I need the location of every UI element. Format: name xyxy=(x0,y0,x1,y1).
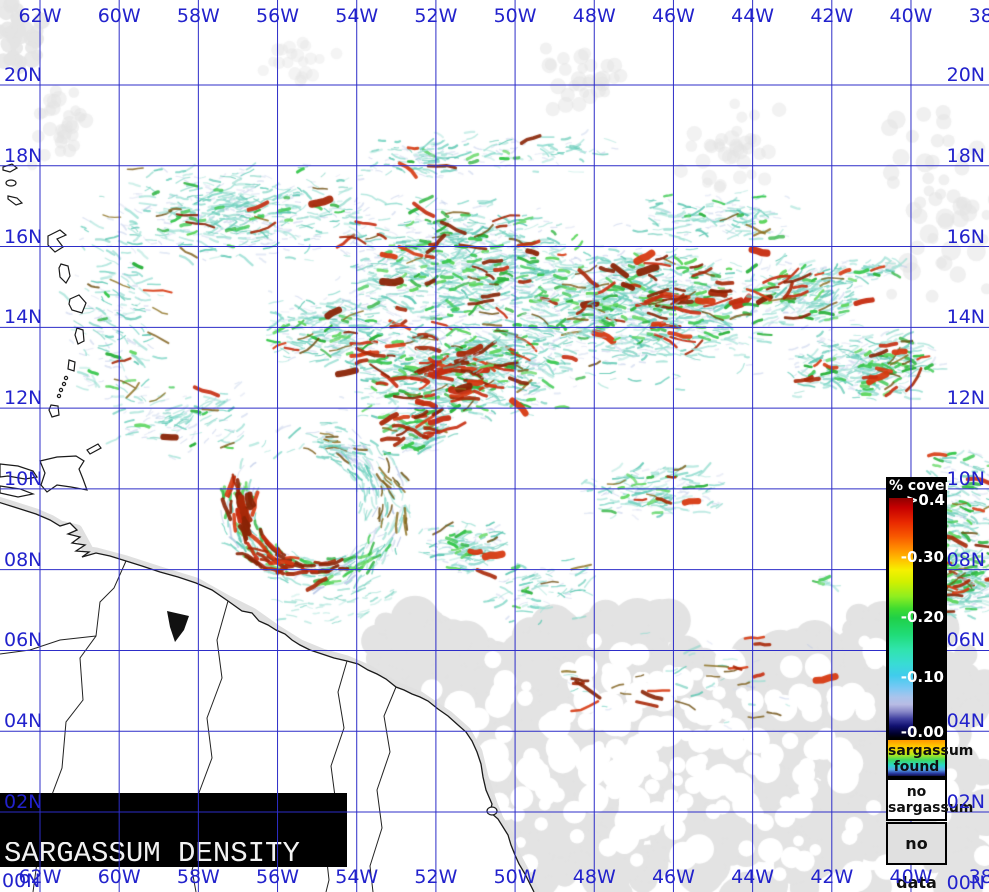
title-line-1: SARGASSUM DENSITY xyxy=(4,842,300,867)
density-legend: % cover ->0.4 -0.30 -0.20 -0.10 -0.00 sarga… xyxy=(886,477,974,892)
legend-title: % cover xyxy=(889,478,952,494)
legend-no-data-box: no data xyxy=(886,822,947,892)
legend-tick-label: -0.30 xyxy=(900,548,944,566)
legend-nodata-label: no data xyxy=(896,834,937,892)
legend-sargassum-found-box: sargassum found xyxy=(886,738,974,778)
legend-tick-label: -0.10 xyxy=(900,668,944,686)
legend-tick-label: -0.20 xyxy=(900,608,944,626)
legend-tick-label: -0.00 xyxy=(900,723,944,741)
legend-found-line1: sargassum xyxy=(888,743,974,759)
legend-no-sargassum-box: no sargassum xyxy=(886,778,974,821)
legend-found-line2: found xyxy=(893,759,940,775)
legend-colorbar-panel: % cover ->0.4 -0.30 -0.20 -0.10 -0.00 xyxy=(886,477,951,741)
legend-colorbar xyxy=(889,498,913,738)
legend-none-line2: sargassum xyxy=(888,800,974,816)
title-block: SARGASSUM DENSITY ©USF ©SAILGRIB VALID: … xyxy=(0,793,347,867)
legend-none-line1: no xyxy=(906,784,927,800)
